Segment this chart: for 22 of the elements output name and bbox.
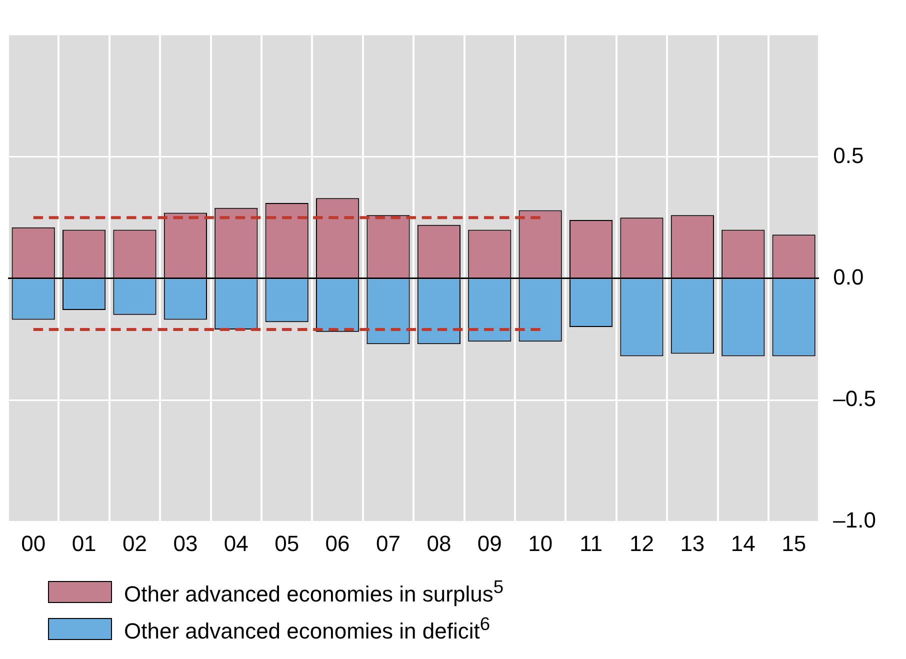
- x-tick-label: 03: [173, 530, 198, 556]
- x-tick-label: 05: [274, 530, 300, 556]
- x-tick-label: 15: [782, 530, 806, 556]
- x-tick-label: 07: [376, 530, 400, 556]
- x-tick-label: 12: [629, 530, 654, 556]
- x-tick-label: 02: [122, 530, 147, 556]
- x-tick-label: 00: [21, 530, 46, 556]
- x-tick-label: 04: [224, 530, 248, 556]
- x-tick-label: 10: [528, 530, 553, 556]
- x-tick-label: 13: [680, 530, 705, 556]
- y-tick-label: –1.0: [833, 508, 876, 533]
- x-tick-label: 06: [325, 530, 350, 556]
- x-tick-label: 01: [72, 530, 96, 556]
- y-tick-label: 0.0: [833, 264, 864, 290]
- legend-label: Other advanced economies in deficit$^{6}$: [124, 613, 490, 645]
- x-tick-label: 11: [580, 530, 602, 556]
- x-tick-label: 08: [426, 530, 452, 556]
- y-tick-label: 0.5: [833, 142, 864, 168]
- x-tick-label: 09: [477, 530, 502, 556]
- x-tick-label: 14: [730, 530, 756, 556]
- y-tick-label: –0.5: [833, 386, 876, 412]
- legend-label: Other advanced economies in surplus$^{5}$: [124, 576, 504, 608]
